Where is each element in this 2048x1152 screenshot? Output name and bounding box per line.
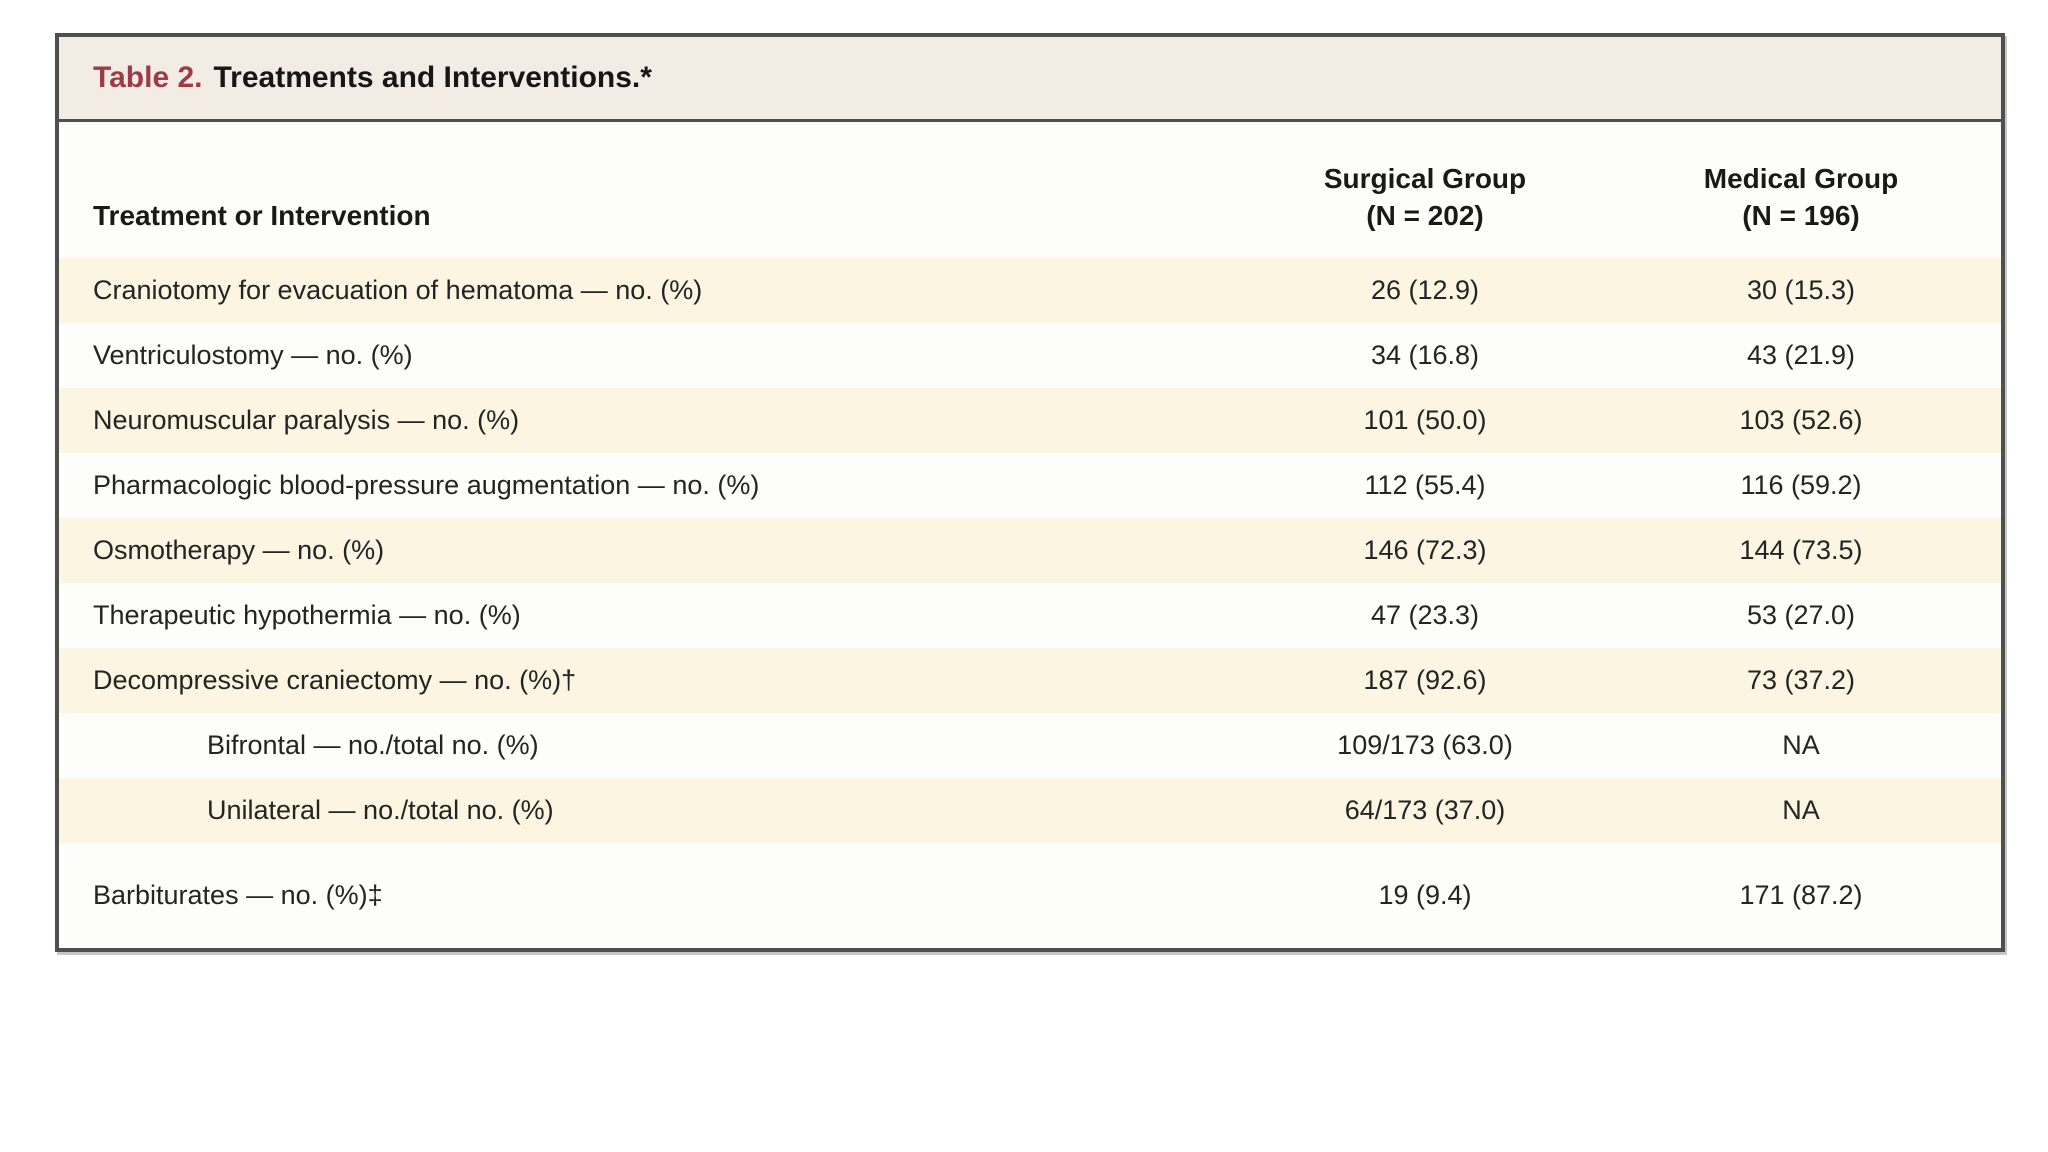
surgical-value: 187 (92.6) xyxy=(1363,665,1487,695)
column-header-surgical-group: Surgical Group (N = 202) xyxy=(1239,161,1611,234)
surgical-value: 34 (16.8) xyxy=(1370,340,1480,370)
row-label: Ventriculostomy — no. (%) xyxy=(93,340,413,370)
medical-group-name: Medical Group xyxy=(1703,163,1899,195)
column-header-medical-group: Medical Group (N = 196) xyxy=(1611,161,1991,234)
row-label: Decompressive craniectomy — no. (%)† xyxy=(93,665,577,695)
table-row: Barbiturates — no. (%)‡ 19 (9.4) 171 (87… xyxy=(59,843,2001,948)
table-row-sub: Unilateral — no./total no. (%) 64/173 (3… xyxy=(59,778,2001,843)
medical-value: 30 (15.3) xyxy=(1746,275,1856,305)
table-row: Neuromuscular paralysis — no. (%) 101 (5… xyxy=(59,388,2001,453)
surgical-value: 64/173 (37.0) xyxy=(1344,795,1506,825)
table-row: Therapeutic hypothermia — no. (%) 47 (23… xyxy=(59,583,2001,648)
treatments-table: Table 2. Treatments and Interventions.* … xyxy=(55,33,2005,952)
medical-value: 103 (52.6) xyxy=(1739,405,1863,435)
row-label: Neuromuscular paralysis — no. (%) xyxy=(93,405,520,435)
table-number-label: Table 2. xyxy=(93,61,203,94)
surgical-value: 101 (50.0) xyxy=(1363,405,1487,435)
surgical-value: 47 (23.3) xyxy=(1370,600,1480,630)
table-row: Pharmacologic blood-pressure augmentatio… xyxy=(59,453,2001,518)
surgical-value: 146 (72.3) xyxy=(1363,535,1487,565)
medical-value: 43 (21.9) xyxy=(1746,340,1856,370)
medical-value: 53 (27.0) xyxy=(1746,600,1856,630)
row-label: Therapeutic hypothermia — no. (%) xyxy=(93,600,521,630)
table-row-sub: Bifrontal — no./total no. (%) 109/173 (6… xyxy=(59,713,2001,778)
table-title-text: Treatments and Interventions.* xyxy=(213,61,652,94)
table-title: Table 2. Treatments and Interventions.* xyxy=(59,37,2001,122)
medical-value: NA xyxy=(1782,795,1820,825)
table-body: Craniotomy for evacuation of hematoma — … xyxy=(59,258,2001,948)
table-row: Craniotomy for evacuation of hematoma — … xyxy=(59,258,2001,323)
table-row: Osmotherapy — no. (%) 146 (72.3) 144 (73… xyxy=(59,518,2001,583)
medical-value: NA xyxy=(1782,730,1820,760)
surgical-value: 19 (9.4) xyxy=(1378,880,1472,910)
medical-value: 171 (87.2) xyxy=(1739,880,1863,910)
table-row: Ventriculostomy — no. (%) 34 (16.8) 43 (… xyxy=(59,323,2001,388)
surgical-value: 112 (55.4) xyxy=(1364,470,1486,500)
row-label: Craniotomy for evacuation of hematoma — … xyxy=(93,275,703,305)
column-header-treatment: Treatment or Intervention xyxy=(93,199,431,231)
medical-value: 144 (73.5) xyxy=(1739,535,1863,565)
table-row: Decompressive craniectomy — no. (%)† 187… xyxy=(59,648,2001,713)
medical-group-n: (N = 196) xyxy=(1742,199,1860,231)
surgical-value: 109/173 (63.0) xyxy=(1337,730,1513,760)
row-label: Osmotherapy — no. (%) xyxy=(93,535,385,565)
surgical-group-n: (N = 202) xyxy=(1366,199,1484,231)
row-label: Pharmacologic blood-pressure augmentatio… xyxy=(93,470,760,500)
row-label: Unilateral — no./total no. (%) xyxy=(207,795,554,825)
column-header-row: Treatment or Intervention Surgical Group… xyxy=(59,122,2001,258)
surgical-group-name: Surgical Group xyxy=(1323,163,1527,195)
medical-value: 73 (37.2) xyxy=(1746,665,1856,695)
row-label: Barbiturates — no. (%)‡ xyxy=(93,880,383,910)
row-label: Bifrontal — no./total no. (%) xyxy=(207,730,539,760)
medical-value: 116 (59.2) xyxy=(1740,470,1862,500)
surgical-value: 26 (12.9) xyxy=(1370,275,1480,305)
